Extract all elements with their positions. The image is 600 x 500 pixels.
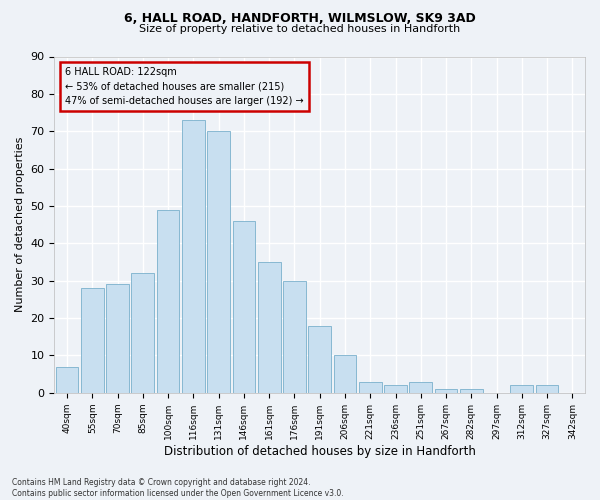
Bar xyxy=(434,389,457,393)
Bar xyxy=(131,274,154,393)
Bar xyxy=(56,366,79,393)
Text: 6 HALL ROAD: 122sqm
← 53% of detached houses are smaller (215)
47% of semi-detac: 6 HALL ROAD: 122sqm ← 53% of detached ho… xyxy=(65,66,304,106)
Bar xyxy=(182,120,205,393)
Bar xyxy=(283,280,306,393)
Bar xyxy=(409,382,432,393)
Bar xyxy=(207,131,230,393)
Bar xyxy=(308,326,331,393)
X-axis label: Distribution of detached houses by size in Handforth: Distribution of detached houses by size … xyxy=(164,444,476,458)
Y-axis label: Number of detached properties: Number of detached properties xyxy=(15,137,25,312)
Bar xyxy=(81,288,104,393)
Bar xyxy=(511,386,533,393)
Bar xyxy=(359,382,382,393)
Text: Contains HM Land Registry data © Crown copyright and database right 2024.
Contai: Contains HM Land Registry data © Crown c… xyxy=(12,478,344,498)
Bar xyxy=(157,210,179,393)
Bar xyxy=(536,386,559,393)
Text: 6, HALL ROAD, HANDFORTH, WILMSLOW, SK9 3AD: 6, HALL ROAD, HANDFORTH, WILMSLOW, SK9 3… xyxy=(124,12,476,26)
Bar xyxy=(106,284,129,393)
Bar xyxy=(460,389,482,393)
Bar xyxy=(258,262,281,393)
Bar xyxy=(384,386,407,393)
Bar xyxy=(233,221,255,393)
Text: Size of property relative to detached houses in Handforth: Size of property relative to detached ho… xyxy=(139,24,461,34)
Bar xyxy=(334,356,356,393)
